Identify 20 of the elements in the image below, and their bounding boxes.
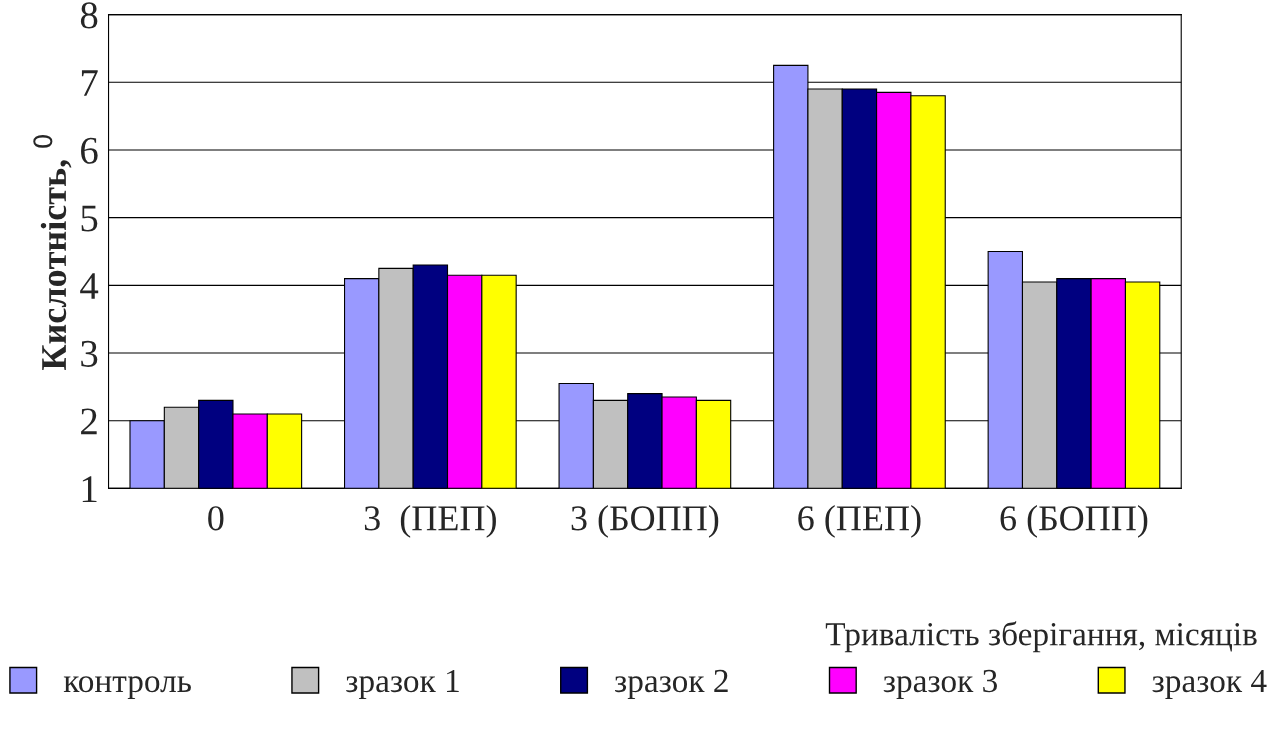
legend-label: зразок 2 [615, 669, 728, 699]
legend-label: зразок 1 [346, 669, 459, 699]
y-tick-label: 8 [80, 2, 98, 29]
x-tick-label: 3 (БОПП) [571, 505, 719, 538]
x-tick-label: 0 [208, 506, 224, 531]
y-tick-label: 4 [80, 273, 99, 299]
x-tick-label: 6 (ПЕП) [798, 505, 921, 538]
y-tick-label: 6 [81, 137, 98, 164]
x-axis-title: Тривалість зберігання, місяців [825, 621, 1257, 653]
y-tick-label: 5 [81, 205, 98, 232]
legend-label: зразок 4 [1152, 669, 1267, 699]
x-tick-label: 6 (БОПП) [1000, 505, 1148, 538]
y-tick-label: 7 [81, 70, 98, 96]
y-tick-label: 3 [81, 340, 98, 367]
y-tick-label: 2 [81, 408, 97, 435]
legend-label: контроль [63, 676, 191, 699]
legend-label: зразок 3 [883, 669, 997, 699]
x-tick-label: 3 (ПЕП) [364, 505, 496, 538]
y-axis-title: Кислотність, $^{0}$ [33, 135, 72, 371]
y-tick-label: 1 [82, 476, 97, 502]
